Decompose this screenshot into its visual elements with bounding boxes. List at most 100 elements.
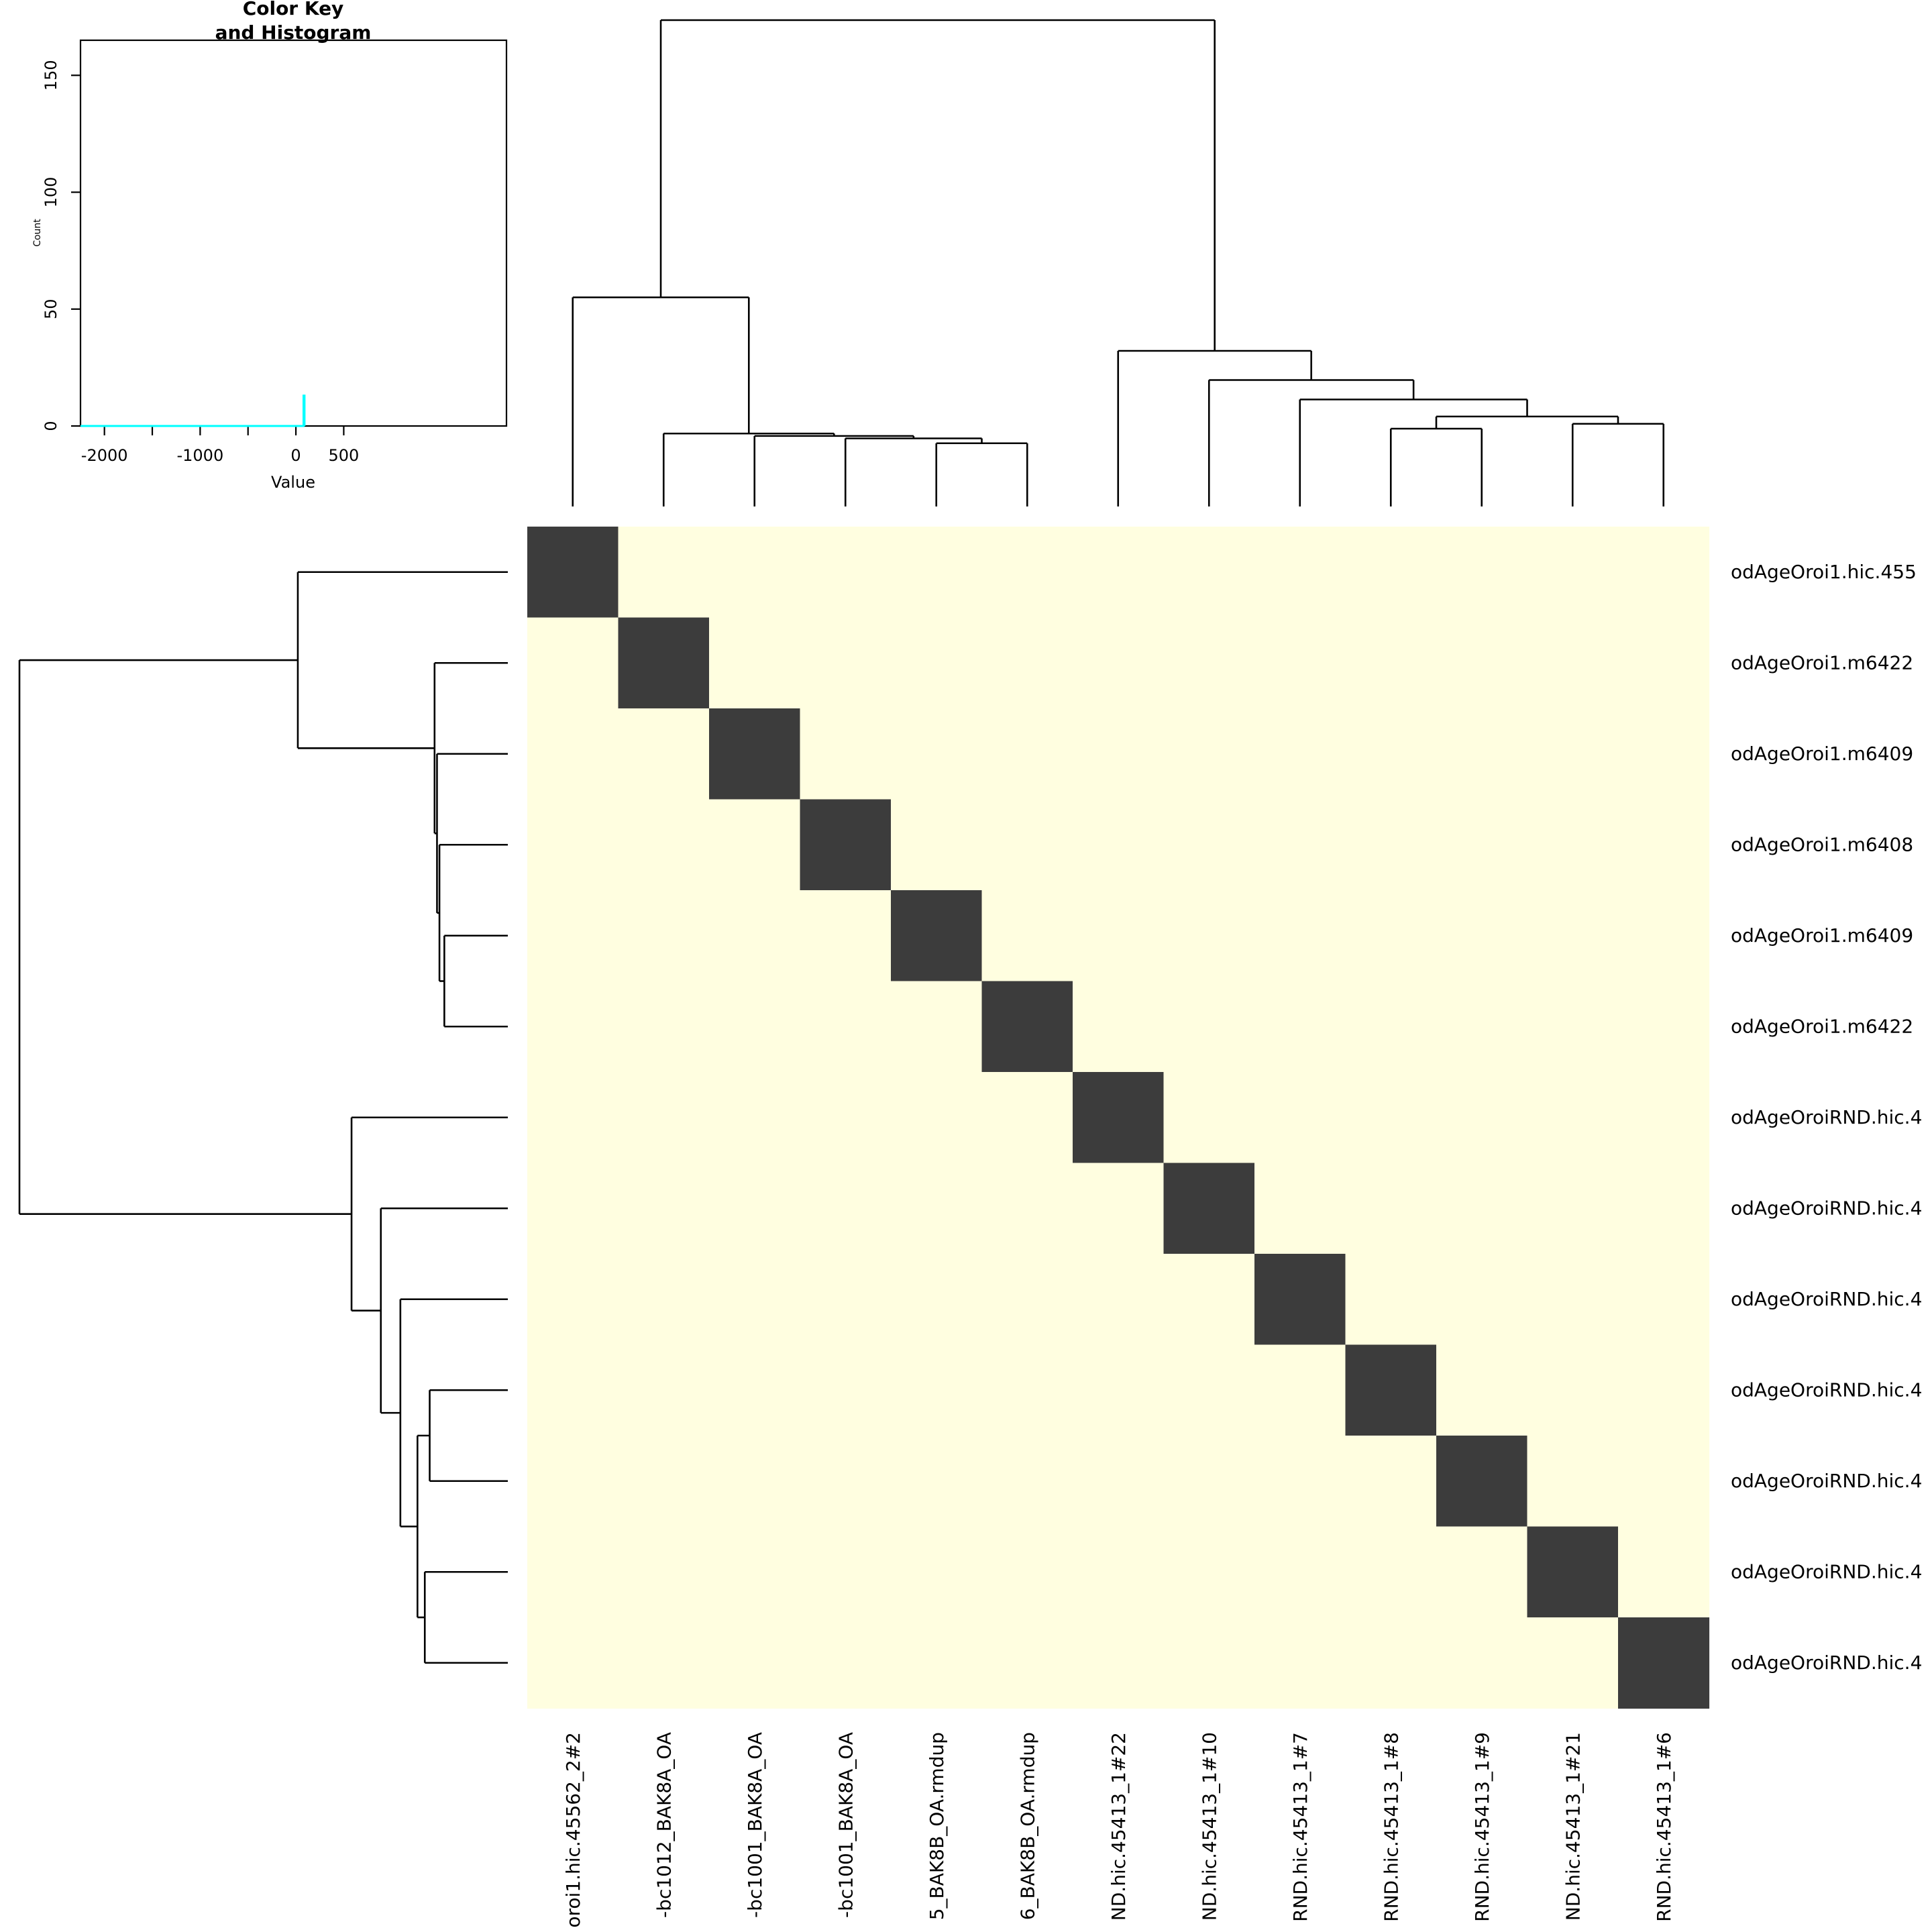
heatmap-cell-r1-c2 xyxy=(709,617,801,709)
color-key-x-tick-label-4: 0 xyxy=(290,446,301,465)
heatmap-cell-r4-c9 xyxy=(1345,890,1437,982)
heatmap-cell-r8-c0 xyxy=(527,1254,619,1346)
heatmap-cell-r10-c6 xyxy=(1073,1436,1165,1527)
heatmap-cell-r12-c8 xyxy=(1254,1617,1346,1709)
heatmap-cell-r0-c11 xyxy=(1527,527,1619,619)
heatmap-cell-r1-c7 xyxy=(1163,617,1255,709)
heatmap-cell-r7-c2 xyxy=(709,1163,801,1254)
heatmap-cell-r0-c4 xyxy=(891,527,983,619)
heatmap-cell-r12-c0 xyxy=(527,1617,619,1709)
heatmap-cell-r11-c6 xyxy=(1073,1526,1165,1618)
heatmap-cell-r2-c4 xyxy=(891,708,983,800)
color-key-y-tick-label-0: 0 xyxy=(42,421,60,431)
heatmap-cell-r0-c2 xyxy=(709,527,801,619)
heatmap-cells xyxy=(527,527,1710,1709)
heatmap-cell-r1-c6 xyxy=(1073,617,1165,709)
heatmap-cell-r4-c4 xyxy=(891,890,983,982)
color-key-xlabel: Value xyxy=(271,473,315,492)
heatmap-cell-r9-c8 xyxy=(1254,1344,1346,1436)
heatmap-cell-r0-c1 xyxy=(618,527,710,619)
heatmap-cell-r3-c7 xyxy=(1163,799,1255,891)
row-label-6: odAgeOroiRND.hic.4 xyxy=(1731,1106,1922,1128)
column-label-9: RND.hic.45413_1#8 xyxy=(1380,1732,1402,1922)
heatmap-cell-r3-c3 xyxy=(800,799,892,891)
row-label-11: odAgeOroiRND.hic.4 xyxy=(1731,1560,1922,1582)
color-key-y-tick-label-1: 50 xyxy=(42,299,60,319)
heatmap-cell-r4-c6 xyxy=(1073,890,1165,982)
column-label-5: 6_BAK8B_OA.rmdup xyxy=(1016,1732,1038,1920)
color-key-plot-frame xyxy=(79,39,508,427)
heatmap-cell-r4-c7 xyxy=(1163,890,1255,982)
heatmap-cell-r9-c11 xyxy=(1527,1344,1619,1436)
row-label-1: odAgeOroi1.m6422 xyxy=(1731,651,1913,674)
heatmap-cell-r6-c2 xyxy=(709,1072,801,1164)
heatmap-cell-r6-c3 xyxy=(800,1072,892,1164)
row-label-9: odAgeOroiRND.hic.4 xyxy=(1731,1379,1922,1401)
heatmap-cell-r4-c1 xyxy=(618,890,710,982)
heatmap-cell-r12-c1 xyxy=(618,1617,710,1709)
color-key-panel: Color Key and Histogram Value Count -200… xyxy=(32,0,508,492)
heatmap-cell-r4-c3 xyxy=(800,890,892,982)
heatmap-cell-r6-c12 xyxy=(1618,1072,1710,1164)
heatmap-cell-r8-c6 xyxy=(1073,1254,1165,1346)
heatmap-cell-r4-c11 xyxy=(1527,890,1619,982)
heatmap-cell-r0-c12 xyxy=(1618,527,1710,619)
row-label-4: odAgeOroi1.m6409 xyxy=(1731,924,1913,947)
color-key-x-tick-label-2: -1000 xyxy=(176,446,223,465)
heatmap-cell-r9-c7 xyxy=(1163,1344,1255,1436)
heatmap-cell-r5-c11 xyxy=(1527,981,1619,1073)
heatmap-cell-r11-c9 xyxy=(1345,1526,1437,1618)
heatmap-cell-r3-c12 xyxy=(1618,799,1710,891)
heatmap-cell-r3-c4 xyxy=(891,799,983,891)
heatmap-cell-r5-c2 xyxy=(709,981,801,1073)
heatmap-cell-r2-c3 xyxy=(800,708,892,800)
heatmap-cell-r2-c12 xyxy=(1618,708,1710,800)
heatmap-cell-r9-c3 xyxy=(800,1344,892,1436)
heatmap-cell-r3-c8 xyxy=(1254,799,1346,891)
heatmap-cell-r11-c7 xyxy=(1163,1526,1255,1618)
heatmap-cell-r2-c6 xyxy=(1073,708,1165,800)
heatmap-cell-r1-c1 xyxy=(618,617,710,709)
heatmap-cell-r2-c2 xyxy=(709,708,801,800)
heatmap-cell-r0-c0 xyxy=(527,527,619,619)
heatmap-cell-r0-c3 xyxy=(800,527,892,619)
heatmap-cell-r1-c10 xyxy=(1436,617,1528,709)
heatmap-cell-r3-c2 xyxy=(709,799,801,891)
heatmap-cell-r1-c11 xyxy=(1527,617,1619,709)
heatmap-cell-r6-c8 xyxy=(1254,1072,1346,1164)
heatmap-cell-r5-c1 xyxy=(618,981,710,1073)
heatmap-cell-r7-c0 xyxy=(527,1163,619,1254)
heatmap-cell-r10-c4 xyxy=(891,1436,983,1527)
heatmap-cell-r2-c9 xyxy=(1345,708,1437,800)
heatmap-cell-r11-c2 xyxy=(709,1526,801,1618)
heatmap-cell-r1-c0 xyxy=(527,617,619,709)
heatmap-cell-r11-c12 xyxy=(1618,1526,1710,1618)
heatmap-cell-r4-c0 xyxy=(527,890,619,982)
heatmap-cell-r10-c5 xyxy=(981,1436,1073,1527)
heatmap-cell-r2-c11 xyxy=(1527,708,1619,800)
heatmap-cell-r8-c11 xyxy=(1527,1254,1619,1346)
heatmap-cell-r11-c11 xyxy=(1527,1526,1619,1618)
column-label-7: ND.hic.45413_1#10 xyxy=(1198,1732,1220,1921)
heatmap-cell-r3-c11 xyxy=(1527,799,1619,891)
heatmap-cell-r0-c10 xyxy=(1436,527,1528,619)
heatmap-cell-r12-c2 xyxy=(709,1617,801,1709)
heatmap-cell-r5-c9 xyxy=(1345,981,1437,1073)
heatmap-cell-r0-c5 xyxy=(981,527,1073,619)
heatmap-cell-r3-c6 xyxy=(1073,799,1165,891)
heatmap-cell-r6-c5 xyxy=(981,1072,1073,1164)
heatmap-cell-r1-c12 xyxy=(1618,617,1710,709)
heatmap-cell-r3-c5 xyxy=(981,799,1073,891)
heatmap-cell-r3-c10 xyxy=(1436,799,1528,891)
heatmap-cell-r7-c8 xyxy=(1254,1163,1346,1254)
row-label-8: odAgeOroiRND.hic.4 xyxy=(1731,1288,1922,1310)
heatmap-cell-r8-c7 xyxy=(1163,1254,1255,1346)
heatmap-cell-r2-c10 xyxy=(1436,708,1528,800)
row-dendrogram xyxy=(18,571,508,1664)
heatmap-cell-r10-c2 xyxy=(709,1436,801,1527)
heatmap-cell-r3-c1 xyxy=(618,799,710,891)
heatmap-cell-r7-c6 xyxy=(1073,1163,1165,1254)
heatmap-cell-r1-c3 xyxy=(800,617,892,709)
heatmap-cell-r9-c6 xyxy=(1073,1344,1165,1436)
column-label-3: -bc1001_BAK8A_OA xyxy=(835,1732,857,1918)
